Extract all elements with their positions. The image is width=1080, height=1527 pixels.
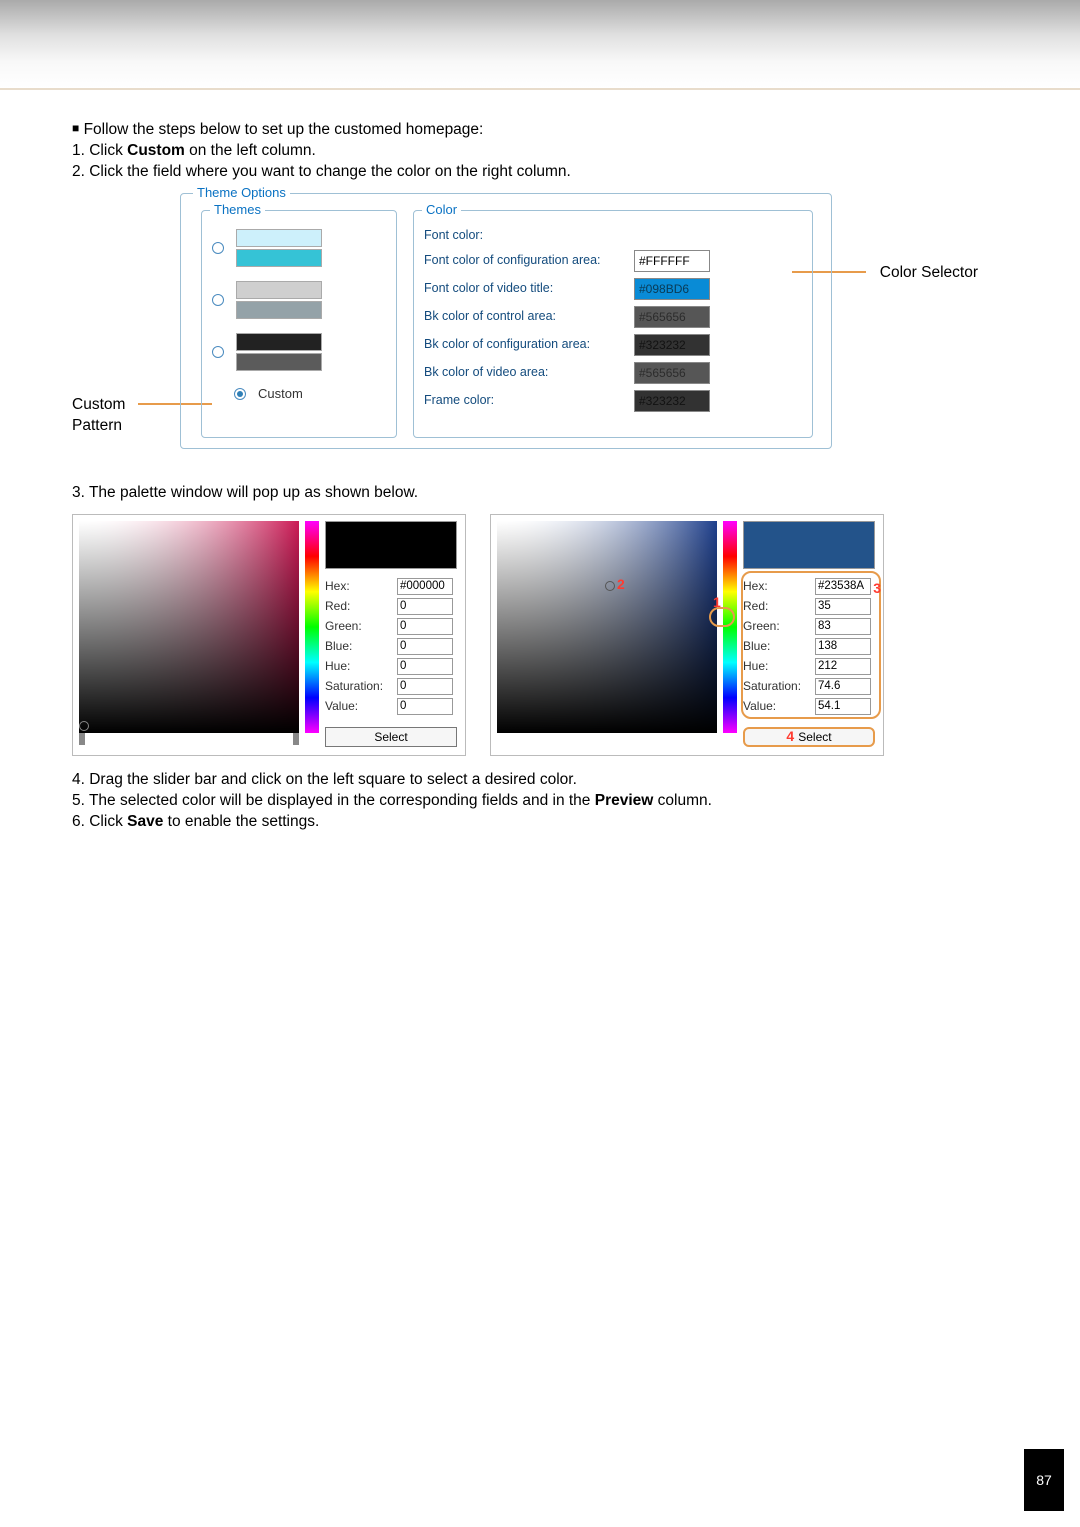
color-field-label: Bk color of configuration area: xyxy=(424,336,634,353)
annot-2: 2 xyxy=(617,575,625,594)
step-6: 6. Click Save to enable the settings. xyxy=(72,812,1008,833)
palette-field-row: Red: xyxy=(325,598,461,615)
preview-swatch-a xyxy=(325,521,457,569)
step-5: 5. The selected color will be displayed … xyxy=(72,791,1008,812)
palette-field-input[interactable] xyxy=(397,638,453,655)
palette-field-input[interactable] xyxy=(397,698,453,715)
page-header-gradient xyxy=(0,0,1080,90)
theme-options-panel: Theme Options Themes xyxy=(180,193,832,449)
color-field-row: Font color of configuration area: xyxy=(424,250,802,272)
theme-swatch-2 xyxy=(236,281,322,319)
color-field-row: Bk color of video area: xyxy=(424,362,802,384)
palette-field-input[interactable] xyxy=(397,658,453,675)
palette-field-row: Saturation: xyxy=(325,678,461,695)
theme-options-figure: Custom Pattern Color Selector Theme Opti… xyxy=(72,193,1008,463)
color-field-label: Font color of configuration area: xyxy=(424,252,634,269)
theme-swatch-3 xyxy=(236,333,322,371)
color-field-label: Font color: xyxy=(424,227,634,244)
palette-field-row: Hue: xyxy=(325,658,461,675)
palette-field-input[interactable] xyxy=(397,618,453,635)
color-field-label: Frame color: xyxy=(424,392,634,409)
value-fields-a: Hex: Red: Green: Blue: Hue: Saturation: Value: xyxy=(325,575,461,718)
custom-word: Custom xyxy=(127,142,185,159)
theme-row[interactable] xyxy=(212,229,386,267)
step-2: 2. Click the field where you want to cha… xyxy=(72,162,1008,183)
annot-4: 4 xyxy=(786,727,794,746)
color-selector-callout: Color Selector xyxy=(880,263,978,284)
palette-field-row: Value: xyxy=(325,698,461,715)
palette-field-input[interactable] xyxy=(397,678,453,695)
palette-pair: Hex: Red: Green: Blue: Hue: Saturation: Value:… xyxy=(72,514,1008,756)
theme-swatch-1 xyxy=(236,229,322,267)
palette-field-row: Hex: xyxy=(325,578,461,595)
palette-field-label: Saturation: xyxy=(325,678,397,694)
custom-pattern-callout: Custom Pattern xyxy=(72,395,125,437)
annot-3: 3 xyxy=(873,579,881,598)
palette-field-input[interactable] xyxy=(397,598,453,615)
annot-ring-3 xyxy=(741,571,881,719)
palette-b: 2 1 3 Hex:Red:Green:Blue:Hue:Saturation:… xyxy=(490,514,884,756)
color-field-input[interactable] xyxy=(634,278,710,300)
color-field-input[interactable] xyxy=(634,250,710,272)
palette-field-input[interactable] xyxy=(397,578,453,595)
bullet-icon: ■ xyxy=(72,121,79,135)
step-3: 3. The palette window will pop up as sho… xyxy=(72,483,1008,504)
custom-radio-label: Custom xyxy=(258,385,303,403)
theme-radio-3[interactable] xyxy=(212,346,224,358)
palette-field-label: Hue: xyxy=(325,658,397,674)
theme-row[interactable] xyxy=(212,281,386,319)
color-field-input[interactable] xyxy=(634,390,710,412)
palette-field-label: Green: xyxy=(325,618,397,634)
value-slider-a[interactable] xyxy=(79,737,307,743)
color-field-label: Font color of video title: xyxy=(424,280,634,297)
theme-row-custom[interactable]: Custom xyxy=(212,385,386,403)
palette-a: Hex: Red: Green: Blue: Hue: Saturation: Value:… xyxy=(72,514,466,756)
intro-line: ■ Follow the steps below to set up the c… xyxy=(72,120,1008,141)
color-field-input[interactable] xyxy=(634,334,710,356)
color-field-label: Bk color of video area: xyxy=(424,364,634,381)
color-field-row: Font color: xyxy=(424,227,802,244)
page-number-tab: 87 xyxy=(1024,1449,1064,1511)
preview-swatch-b xyxy=(743,521,875,569)
color-field-input[interactable] xyxy=(634,306,710,328)
color-field-row: Frame color: xyxy=(424,390,802,412)
themes-panel: Themes xyxy=(201,210,397,438)
color-legend: Color xyxy=(422,201,461,219)
hue-slider-a[interactable] xyxy=(305,521,319,733)
select-button-b[interactable]: 4 Select xyxy=(743,727,875,747)
step-4: 4. Drag the slider bar and click on the … xyxy=(72,770,1008,791)
palette-field-row: Blue: xyxy=(325,638,461,655)
annot-1: 1 xyxy=(713,593,721,612)
theme-radio-2[interactable] xyxy=(212,294,224,306)
color-field-row: Font color of video title: xyxy=(424,278,802,300)
sv-picker-a[interactable] xyxy=(79,521,299,733)
page-body: ■ Follow the steps below to set up the c… xyxy=(0,90,1080,852)
select-button-a[interactable]: Select xyxy=(325,727,457,747)
theme-row[interactable] xyxy=(212,333,386,371)
color-field-row: Bk color of configuration area: xyxy=(424,334,802,356)
sv-cursor-b[interactable] xyxy=(605,581,615,591)
theme-radio-1[interactable] xyxy=(212,242,224,254)
palette-field-row: Green: xyxy=(325,618,461,635)
sv-cursor-a[interactable] xyxy=(79,721,89,731)
color-field-label: Bk color of control area: xyxy=(424,308,634,325)
color-panel: Color Font color:Font color of configura… xyxy=(413,210,813,438)
palette-field-label: Blue: xyxy=(325,638,397,654)
theme-options-legend: Theme Options xyxy=(193,184,290,202)
themes-legend: Themes xyxy=(210,201,265,219)
color-field-input[interactable] xyxy=(634,362,710,384)
step-1: 1. Click Custom on the left column. xyxy=(72,141,1008,162)
palette-field-label: Hex: xyxy=(325,578,397,594)
sv-picker-b[interactable] xyxy=(497,521,717,733)
color-field-row: Bk color of control area: xyxy=(424,306,802,328)
theme-radio-custom[interactable] xyxy=(234,388,246,400)
hue-slider-b[interactable] xyxy=(723,521,737,733)
palette-field-label: Red: xyxy=(325,598,397,614)
palette-field-label: Value: xyxy=(325,698,397,714)
intro-text: Follow the steps below to set up the cus… xyxy=(84,121,484,138)
